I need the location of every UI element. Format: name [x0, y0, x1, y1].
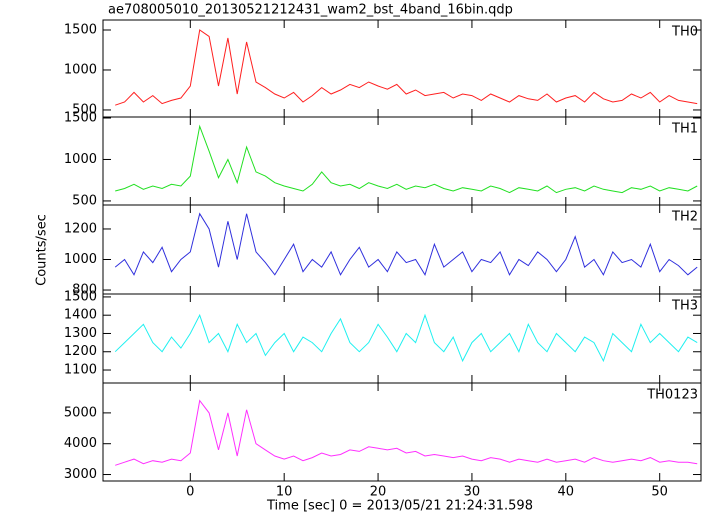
x-tick-label: 20 — [370, 485, 387, 500]
x-tick-label: 10 — [276, 485, 293, 500]
panel-label: TH2 — [671, 210, 698, 225]
y-tick-label: 3000 — [64, 467, 97, 482]
light-curve — [115, 124, 698, 194]
y-tick-label: 1300 — [64, 326, 97, 341]
y-tick-label: 1000 — [64, 152, 97, 167]
light-curve — [114, 313, 698, 363]
y-tick-label: 1400 — [64, 308, 97, 323]
chart-title: ae708005010_20130521212431_wam2_bst_4ban… — [108, 3, 513, 18]
y-tick-label: 1200 — [64, 221, 97, 236]
y-tick-label: 1500 — [64, 110, 97, 125]
light-curve — [115, 29, 698, 106]
panel-frame — [102, 382, 702, 482]
y-axis-label: Counts/sec — [35, 214, 50, 286]
x-tick-label: 30 — [464, 485, 481, 500]
panel-label: TH3 — [671, 299, 698, 314]
y-tick-label: 5000 — [64, 405, 97, 420]
y-tick-label: 1500 — [64, 22, 97, 37]
y-tick-label: 800 — [72, 283, 97, 298]
panel-frame — [102, 19, 702, 118]
y-tick-label: 1000 — [64, 62, 97, 77]
y-tick-label: 1500 — [64, 289, 97, 304]
panel-label: TH0123 — [646, 388, 698, 403]
x-tick-label: 50 — [651, 485, 668, 500]
y-tick-label: 500 — [72, 193, 97, 208]
x-tick-label: 0 — [186, 485, 194, 500]
panel-label: TH1 — [671, 122, 698, 137]
y-tick-label: 1100 — [64, 363, 97, 378]
y-tick-label: 500 — [72, 102, 97, 117]
panel-label: TH0 — [671, 25, 698, 40]
y-tick-label: 4000 — [64, 436, 97, 451]
y-tick-label: 1200 — [64, 344, 97, 359]
panel-frame — [102, 204, 702, 295]
y-tick-label: 1000 — [64, 252, 97, 267]
x-tick-label: 40 — [558, 485, 575, 500]
x-axis-label: Time [sec] 0 = 2013/05/21 21:24:31.598 — [266, 499, 533, 514]
light-curve — [114, 212, 698, 277]
light-curve — [115, 399, 698, 466]
